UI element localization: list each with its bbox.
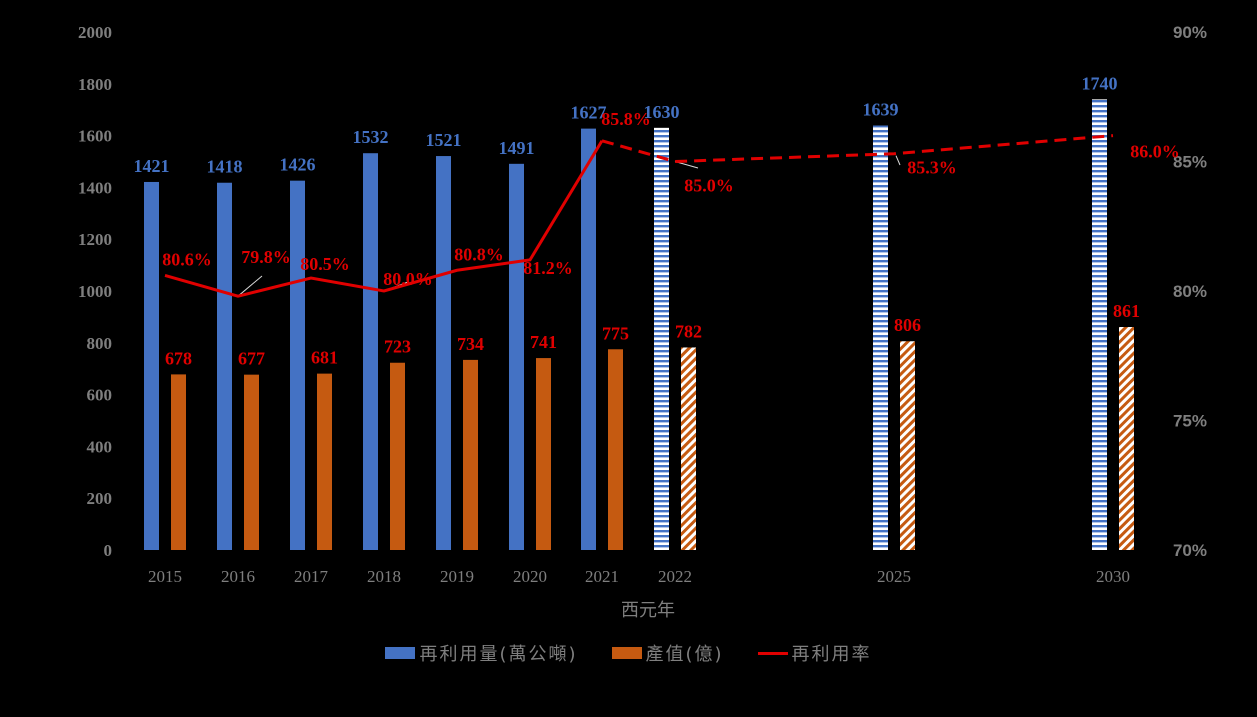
data-label-output-value: 741 bbox=[530, 332, 557, 352]
y-tick-left: 1600 bbox=[78, 127, 112, 146]
data-label-reuse-volume: 1630 bbox=[644, 102, 680, 122]
bar-reuse-volume bbox=[654, 127, 669, 550]
series-reuse-volume: 1421 1418 1426 1532 1521 1491 1627 1630 1639 1740 bbox=[134, 73, 1118, 551]
x-tick: 2025 bbox=[877, 567, 911, 586]
data-label-output-value: 775 bbox=[602, 323, 629, 343]
y-tick-right: 90% bbox=[1173, 23, 1207, 42]
data-label-reuse-rate: 81.2% bbox=[523, 258, 573, 278]
legend-swatch-orange bbox=[611, 647, 642, 659]
y-tick-left: 200 bbox=[87, 489, 113, 508]
bar-reuse-volume bbox=[1092, 99, 1107, 550]
rate-line-projected bbox=[601, 134, 1114, 164]
x-axis-label: 西元年 bbox=[621, 600, 675, 621]
data-label-reuse-rate: 80.8% bbox=[454, 244, 504, 264]
bar-reuse-volume bbox=[217, 182, 232, 550]
leader-line bbox=[237, 275, 263, 297]
data-label-reuse-rate: 79.8% bbox=[241, 247, 291, 267]
y-tick-left: 0 bbox=[104, 541, 113, 560]
y-axis-right: 70% 75% 80% 85% 90% bbox=[1173, 23, 1207, 560]
data-label-output-value: 678 bbox=[165, 348, 192, 368]
y-tick-left: 1800 bbox=[78, 75, 112, 94]
legend-item-reuse-rate: 再利用率 bbox=[757, 640, 872, 666]
legend-swatch-blue bbox=[385, 647, 416, 659]
series-reuse-rate: 80.6% 79.8% 80.5% 80.0% 80.8% 81.2% 85.8% 85.0%… bbox=[162, 109, 1180, 298]
y-tick-left: 1200 bbox=[78, 230, 112, 249]
x-axis: 2015 2016 2017 2018 2019 2020 2021 2022 2025 2030 bbox=[148, 567, 1130, 586]
bar-output-value bbox=[463, 359, 478, 550]
data-label-output-value: 782 bbox=[675, 321, 702, 341]
x-tick: 2018 bbox=[367, 567, 401, 586]
y-tick-left: 600 bbox=[87, 386, 113, 405]
y-tick-left: 400 bbox=[87, 437, 113, 456]
rate-line-actual bbox=[164, 140, 604, 298]
data-label-reuse-rate: 80.5% bbox=[300, 254, 350, 274]
y-tick-left: 1400 bbox=[78, 178, 112, 197]
bar-reuse-volume bbox=[873, 125, 888, 551]
y-tick-right: 80% bbox=[1173, 282, 1207, 301]
bar-reuse-volume bbox=[581, 128, 596, 550]
y-axis-left: 0 200 400 600 800 1000 1200 1400 1600 1800 2000 bbox=[78, 23, 112, 560]
legend-item-reuse-volume: 再利用量(萬公噸) bbox=[385, 640, 577, 666]
y-tick-left: 800 bbox=[87, 334, 113, 353]
data-label-reuse-volume: 1421 bbox=[134, 156, 170, 176]
x-tick: 2030 bbox=[1096, 567, 1130, 586]
bar-reuse-volume bbox=[363, 153, 378, 550]
data-label-output-value: 861 bbox=[1113, 301, 1140, 321]
y-tick-right: 75% bbox=[1173, 412, 1207, 431]
x-tick: 2016 bbox=[221, 567, 255, 586]
data-label-reuse-rate: 85.0% bbox=[684, 176, 734, 196]
bar-output-value bbox=[536, 358, 551, 550]
bar-output-value bbox=[390, 362, 405, 550]
x-tick: 2022 bbox=[658, 567, 692, 586]
y-tick-left: 1000 bbox=[78, 282, 112, 301]
bar-output-value bbox=[608, 349, 623, 550]
x-tick: 2020 bbox=[513, 567, 547, 586]
data-label-reuse-volume: 1740 bbox=[1082, 73, 1118, 93]
bar-output-value bbox=[171, 374, 186, 550]
data-label-reuse-volume: 1627 bbox=[571, 103, 607, 123]
data-label-reuse-volume: 1491 bbox=[499, 138, 535, 158]
y-tick-right: 70% bbox=[1173, 541, 1207, 560]
x-tick: 2017 bbox=[294, 567, 329, 586]
bar-reuse-volume bbox=[290, 180, 305, 550]
data-label-reuse-rate: 86.0% bbox=[1130, 142, 1180, 162]
bar-output-value bbox=[317, 373, 332, 550]
leader-line bbox=[895, 155, 901, 166]
x-tick: 2015 bbox=[148, 567, 182, 586]
bar-output-value bbox=[244, 374, 259, 550]
data-label-output-value: 806 bbox=[894, 315, 921, 335]
data-label-output-value: 677 bbox=[238, 349, 265, 369]
data-label-reuse-volume: 1521 bbox=[426, 130, 462, 150]
data-label-reuse-volume: 1639 bbox=[863, 99, 899, 119]
y-tick-right: 85% bbox=[1173, 153, 1207, 172]
legend-label: 再利用量(萬公噸) bbox=[419, 644, 578, 665]
bar-output-value bbox=[1119, 327, 1134, 550]
bar-reuse-volume bbox=[509, 163, 524, 550]
data-label-reuse-volume: 1532 bbox=[353, 127, 389, 147]
x-tick: 2021 bbox=[585, 567, 619, 586]
data-label-reuse-volume: 1418 bbox=[207, 157, 243, 177]
series-output-value: 678 677 681 723 734 741 775 782 806 861 bbox=[165, 301, 1140, 550]
data-label-reuse-volume: 1426 bbox=[280, 155, 316, 175]
legend-label: 再利用率 bbox=[791, 644, 872, 665]
bar-reuse-volume bbox=[436, 156, 451, 550]
legend-item-output-value: 產值(億) bbox=[611, 640, 724, 666]
bar-output-value bbox=[900, 341, 915, 550]
data-label-reuse-rate: 85.8% bbox=[601, 109, 651, 129]
y-tick-left: 2000 bbox=[78, 23, 112, 42]
legend: 再利用量(萬公噸) 產值(億) 再利用率 bbox=[0, 640, 1257, 666]
legend-swatch-red bbox=[757, 651, 788, 655]
bar-output-value bbox=[681, 347, 696, 550]
data-label-output-value: 723 bbox=[384, 337, 411, 357]
data-label-output-value: 681 bbox=[311, 348, 338, 368]
legend-label: 產值(億) bbox=[645, 644, 724, 665]
bar-reuse-volume bbox=[144, 181, 159, 550]
data-label-output-value: 734 bbox=[457, 334, 484, 354]
data-label-reuse-rate: 80.6% bbox=[162, 249, 212, 269]
x-tick: 2019 bbox=[440, 567, 474, 586]
data-label-reuse-rate: 85.3% bbox=[907, 158, 957, 178]
data-label-reuse-rate: 80.0% bbox=[383, 269, 433, 289]
